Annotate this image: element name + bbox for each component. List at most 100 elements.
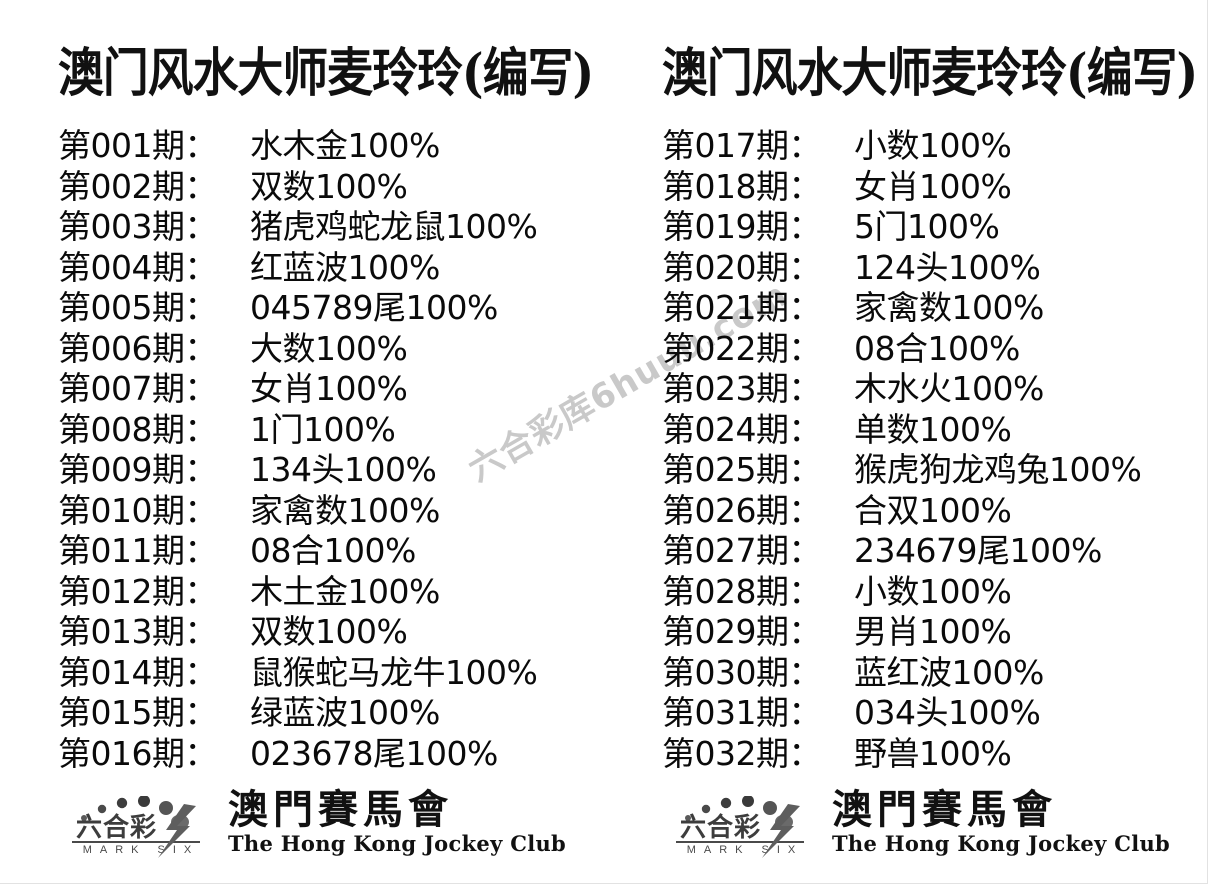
period-value: 野兽100%	[854, 733, 1012, 773]
period-label: 第026期：	[662, 490, 822, 530]
forecast-row: 第006期： 大数100%	[58, 329, 537, 370]
forecast-row: 第028期： 小数100%	[662, 572, 1141, 613]
mark-six-divider	[676, 841, 804, 843]
period-label: 第030期：	[662, 652, 822, 692]
period-label: 第016期：	[58, 733, 218, 773]
forecast-row: 第005期： 045789尾100%	[58, 288, 537, 329]
period-label: 第014期：	[58, 652, 218, 692]
period-value: 5门100%	[854, 207, 1000, 246]
forecast-row: 第017期： 小数100%	[662, 126, 1141, 167]
forecast-row: 第025期： 猴虎狗龙鸡兔100%	[662, 450, 1142, 491]
jockey-club-logo: 六合彩 MARK SIX 澳門賽馬會 The Hong Kong Jockey …	[666, 788, 1171, 858]
forecast-row: 第012期： 木土金100%	[58, 572, 537, 613]
period-value: 单数100%	[854, 409, 1012, 449]
jockey-club-logo: 六合彩 MARK SIX 澳門賽馬會 The Hong Kong Jockey …	[62, 788, 566, 858]
period-label: 第012期：	[58, 571, 218, 611]
period-label: 第010期：	[58, 490, 218, 530]
period-label: 第004期：	[58, 247, 218, 287]
jockey-club-english-name: The Hong Kong Jockey Club	[832, 831, 1171, 856]
jockey-club-chinese-name: 澳門賽馬會	[228, 786, 453, 833]
period-value: 1门100%	[250, 409, 396, 449]
period-label: 第018期：	[662, 166, 822, 206]
period-value: 家禽数100%	[854, 288, 1044, 327]
jockey-club-chinese-name: 澳門賽馬會	[832, 786, 1057, 833]
period-label: 第032期：	[662, 733, 822, 773]
period-label: 第027期：	[662, 531, 822, 570]
forecast-row: 第031期： 034头100%	[662, 693, 1141, 734]
forecast-row: 第023期： 木水火100%	[662, 369, 1141, 410]
lightning-bolt-icon	[158, 804, 196, 858]
period-value: 家禽数100%	[250, 490, 440, 530]
mark-six-divider	[72, 841, 200, 843]
period-value: 023678尾100%	[250, 733, 498, 773]
forecast-row: 第013期： 双数100%	[58, 612, 537, 653]
period-label: 第029期：	[662, 612, 822, 651]
forecast-column-right: 澳门风水大师麦玲玲(编写) 第017期： 小数100% 第018期： 女肖100% …	[604, 0, 1207, 883]
period-value: 绿蓝波100%	[250, 693, 440, 732]
period-label: 第017期：	[662, 126, 822, 165]
period-label: 第011期：	[58, 531, 218, 570]
period-value: 女肖100%	[250, 369, 408, 408]
period-value: 小数100%	[854, 571, 1012, 611]
period-label: 第008期：	[58, 409, 218, 449]
forecast-row: 第008期： 1门100%	[58, 410, 537, 451]
period-label: 第020期：	[662, 247, 822, 287]
period-value: 蓝红波100%	[854, 652, 1044, 692]
forecast-row: 第018期： 女肖100%	[662, 167, 1141, 208]
forecast-row: 第026期： 合双100%	[662, 491, 1141, 532]
period-label: 第006期：	[58, 328, 218, 368]
forecast-row: 第009期： 134头100%	[58, 450, 537, 491]
forecast-row: 第004期： 红蓝波100%	[58, 248, 537, 289]
jockey-club-text: 澳門賽馬會 The Hong Kong Jockey Club	[228, 788, 566, 858]
forecast-row: 第020期： 124头100%	[662, 248, 1141, 289]
period-value: 木土金100%	[250, 571, 440, 611]
mark-six-chinese-label: 六合彩	[680, 813, 762, 843]
period-value: 234679尾100%	[854, 531, 1102, 570]
forecast-row: 第029期： 男肖100%	[662, 612, 1141, 653]
forecast-row: 第002期： 双数100%	[58, 167, 537, 208]
period-value: 男肖100%	[854, 612, 1012, 651]
period-value: 红蓝波100%	[250, 247, 440, 287]
period-label: 第028期：	[662, 571, 822, 611]
period-value: 08合100%	[854, 328, 1020, 368]
period-value: 合双100%	[854, 490, 1012, 530]
period-label: 第009期：	[58, 450, 218, 489]
forecast-row: 第030期： 蓝红波100%	[662, 653, 1141, 694]
period-label: 第003期：	[58, 207, 218, 246]
forecast-row: 第010期： 家禽数100%	[58, 491, 537, 532]
period-label: 第019期：	[662, 207, 822, 246]
mark-six-chinese-label: 六合彩	[76, 813, 158, 843]
period-label: 第024期：	[662, 409, 822, 449]
forecast-row: 第019期： 5门100%	[662, 207, 1141, 248]
period-label: 第031期：	[662, 693, 822, 732]
forecast-row: 第021期： 家禽数100%	[662, 288, 1141, 329]
period-value: 猪虎鸡蛇龙鼠100%	[250, 207, 538, 246]
period-label: 第015期：	[58, 693, 218, 732]
forecast-row: 第015期： 绿蓝波100%	[58, 693, 537, 734]
period-value: 女肖100%	[854, 166, 1012, 206]
jockey-club-english-name: The Hong Kong Jockey Club	[228, 831, 567, 856]
column-title: 澳门风水大师麦玲玲(编写)	[662, 43, 1198, 104]
mark-six-logo: 六合彩 MARK SIX	[62, 796, 212, 858]
period-value: 大数100%	[250, 328, 408, 368]
period-label: 第022期：	[662, 328, 822, 368]
mark-six-english-label: MARK SIX	[686, 844, 804, 856]
period-value: 双数100%	[250, 612, 408, 651]
period-value: 034头100%	[854, 693, 1041, 732]
mark-six-logo: 六合彩 MARK SIX	[666, 796, 816, 858]
forecast-row: 第011期： 08合100%	[58, 531, 537, 572]
mark-six-english-label: MARK SIX	[82, 844, 200, 856]
column-title: 澳门风水大师麦玲玲(编写)	[58, 43, 594, 104]
forecast-row: 第001期： 水木金100%	[58, 126, 537, 167]
period-label: 第021期：	[662, 288, 822, 327]
lightning-bolt-icon	[762, 804, 800, 858]
period-value: 124头100%	[854, 247, 1041, 287]
period-value: 双数100%	[250, 166, 408, 206]
period-value: 小数100%	[854, 126, 1012, 165]
forecast-row: 第003期： 猪虎鸡蛇龙鼠100%	[58, 207, 538, 248]
period-value: 045789尾100%	[250, 288, 498, 327]
period-value: 08合100%	[250, 531, 416, 570]
period-value: 猴虎狗龙鸡兔100%	[854, 450, 1142, 489]
period-label: 第013期：	[58, 612, 218, 651]
